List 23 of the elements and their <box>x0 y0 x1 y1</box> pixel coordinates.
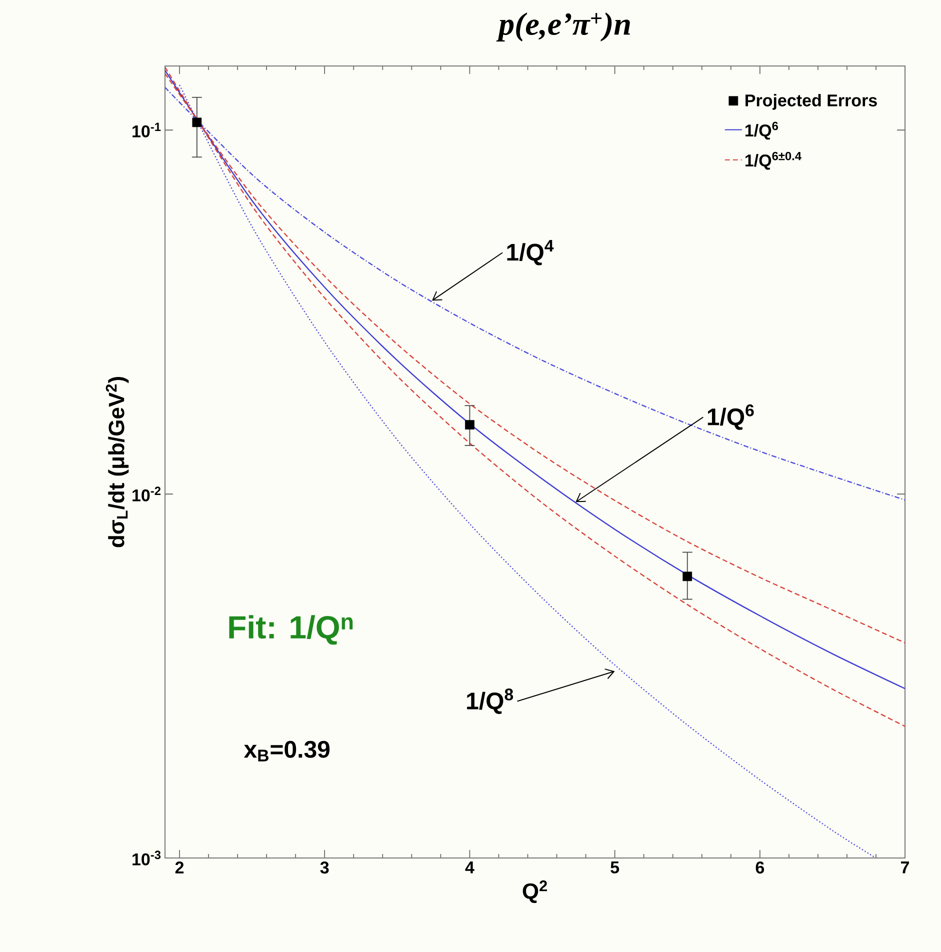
legend-label: Projected Errors <box>746 94 877 110</box>
y-tick-label: 10$^{-3}$ <box>132 850 161 866</box>
y-tick-label: 10$^{-2}$ <box>132 486 161 502</box>
annotation: Fit: 1/Q$^{n}$ <box>229 615 353 645</box>
x-tick-label: 4 <box>465 862 474 874</box>
legend-label: 1/Q$^{6±0.4}$ <box>745 152 802 170</box>
point <box>465 420 474 430</box>
point <box>682 572 692 582</box>
annotation: 1/Q$^{6}$ <box>708 404 754 430</box>
annotation: 1/Q$^{4}$ <box>507 240 554 266</box>
x-tick-label: 7 <box>901 862 909 874</box>
annotation: x$_{B}$=0.39 <box>244 740 330 762</box>
y-axis-title: dσ$_{L}$/dt (μb/GeV$^{2}$) <box>106 377 129 548</box>
point <box>192 118 202 128</box>
x-tick-label: 3 <box>320 862 329 874</box>
annotation: 1/Q$^{8}$ <box>467 688 514 714</box>
x-axis-title: Q$^{2}$ <box>522 880 547 904</box>
x-tick-label: 6 <box>756 862 764 874</box>
chart-title: p(e,e’π$^{+}$)n <box>496 12 630 42</box>
legend-label: 1/Q$^{6}$ <box>745 122 778 140</box>
x-tick-label: 2 <box>175 862 184 874</box>
x-tick-label: 5 <box>610 862 620 874</box>
y-tick-label: 10$^{-1}$ <box>132 122 161 138</box>
